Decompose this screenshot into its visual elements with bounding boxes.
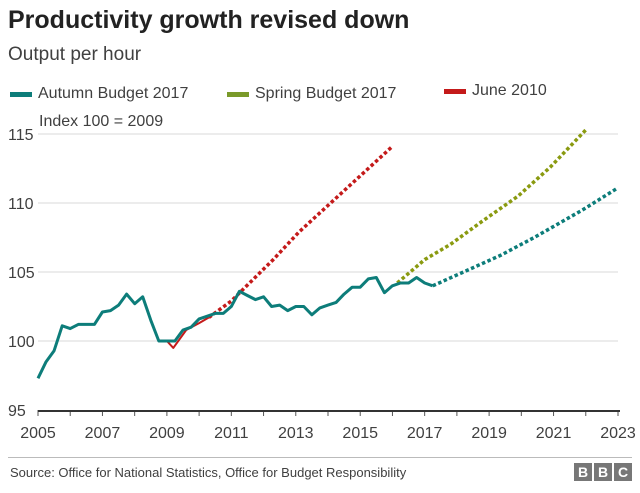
legend-label: June 2010 <box>472 82 547 99</box>
x-tick-label: 2011 <box>214 425 249 442</box>
x-tick-label: 2009 <box>149 425 185 442</box>
index-annotation: Index 100 = 2009 <box>39 113 164 130</box>
y-tick-label: 110 <box>8 196 34 213</box>
legend-swatch <box>444 88 466 94</box>
x-tick-label: 2015 <box>342 425 378 442</box>
series-june-2010-forecast <box>207 145 394 319</box>
y-tick-label: 115 <box>8 127 34 144</box>
legend-swatch <box>10 91 32 97</box>
x-tick-label: 2013 <box>278 425 314 442</box>
series-autumn-budget-2017-actual <box>36 276 434 379</box>
legend-item-june-2010: June 2010 <box>444 82 547 100</box>
x-tick-label: 2005 <box>20 425 56 442</box>
x-tick-label: 2007 <box>85 425 121 442</box>
y-tick-label: 105 <box>8 265 35 282</box>
legend-swatch <box>227 91 249 97</box>
legend-label: Autumn Budget 2017 <box>38 85 189 102</box>
legend-item-autumn-budget-2017: Autumn Budget 2017 <box>10 85 188 103</box>
footer-divider <box>8 457 632 458</box>
chart-subtitle: Output per hour <box>8 44 142 65</box>
chart-title: Productivity growth revised down <box>8 6 410 34</box>
series-autumn-budget-2017-forecast <box>431 186 619 288</box>
series-spring-budget-2017-forecast <box>396 128 588 285</box>
x-tick-label: 2019 <box>471 425 507 442</box>
legend-item-spring-budget-2017: Spring Budget 2017 <box>227 85 396 103</box>
x-tick-label: 2023 <box>600 425 636 442</box>
x-tick-label: 2021 <box>536 425 572 442</box>
source-note: Source: Office for National Statistics, … <box>10 465 407 480</box>
legend-label: Spring Budget 2017 <box>255 85 397 102</box>
y-tick-label: 95 <box>8 403 26 420</box>
x-tick-label: 2017 <box>407 425 443 442</box>
series-june-2010-actual <box>166 316 210 349</box>
y-tick-label: 100 <box>8 334 35 351</box>
